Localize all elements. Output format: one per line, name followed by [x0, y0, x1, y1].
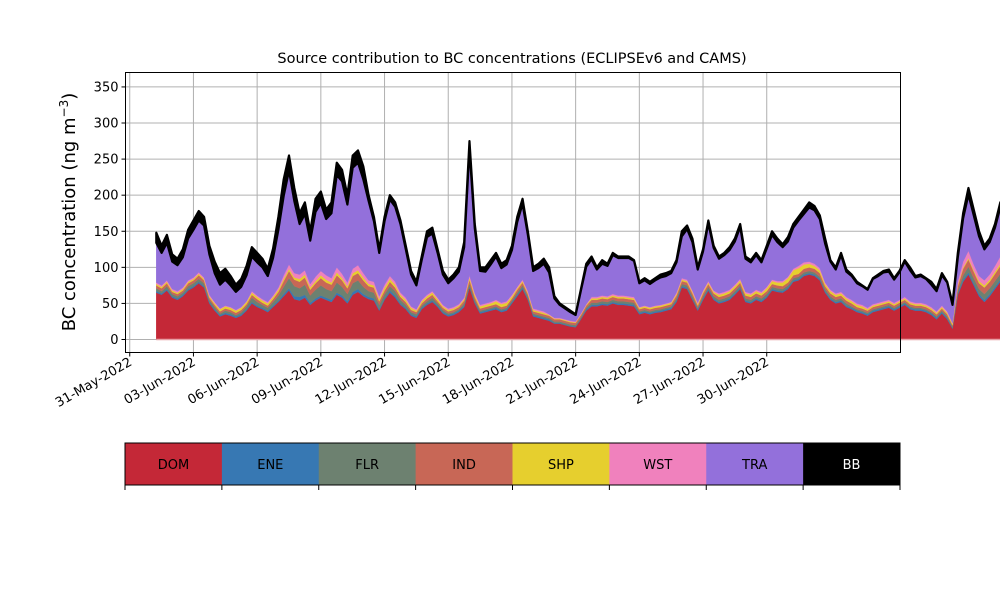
- legend-swatch-flr: [318, 443, 417, 485]
- y-tick-label: 0: [110, 333, 118, 348]
- legend-swatch-dom: [125, 443, 223, 485]
- legend-label-wst: WST: [643, 458, 672, 473]
- y-axis: 0 50 100 150 200 250 300 350: [94, 80, 126, 348]
- y-tick-label: 350: [94, 80, 119, 95]
- y-axis-label-superscript: −3: [57, 100, 71, 118]
- legend: DOM ENE FLR IND SHP WST TRA BB: [124, 442, 901, 490]
- y-tick-label: 150: [94, 225, 119, 240]
- area-bb: [155, 139, 1000, 317]
- y-tick-label: 100: [94, 261, 119, 276]
- legend-swatch-tra: [706, 443, 804, 485]
- legend-label-ene: ENE: [257, 458, 283, 473]
- y-tick-label: 250: [94, 153, 119, 168]
- legend-label-ind: IND: [452, 458, 476, 473]
- plot-frame: [125, 72, 901, 353]
- y-tick-label: 50: [102, 297, 119, 312]
- legend-swatch-ind: [415, 443, 513, 485]
- chart-title: Source contribution to BC concentrations…: [277, 51, 746, 67]
- y-axis-label: BC concentration (ng m−3): [57, 93, 80, 332]
- legend-label-tra: TRA: [741, 458, 767, 473]
- y-axis-label-main: BC concentration (ng m: [59, 117, 80, 331]
- legend-swatch-bb: [803, 443, 901, 485]
- stacked-areas: [155, 139, 1000, 341]
- legend-label-dom: DOM: [158, 458, 189, 473]
- legend-swatch-wst: [609, 443, 707, 485]
- legend-label-flr: FLR: [355, 458, 379, 473]
- legend-label-bb: BB: [843, 458, 861, 473]
- y-tick-label: 300: [94, 117, 119, 132]
- y-tick-label: 200: [94, 189, 119, 204]
- y-axis-label-close: ): [59, 93, 80, 100]
- legend-swatch-ene: [221, 443, 320, 485]
- legend-swatch-shp: [512, 443, 610, 485]
- legend-label-shp: SHP: [548, 458, 574, 473]
